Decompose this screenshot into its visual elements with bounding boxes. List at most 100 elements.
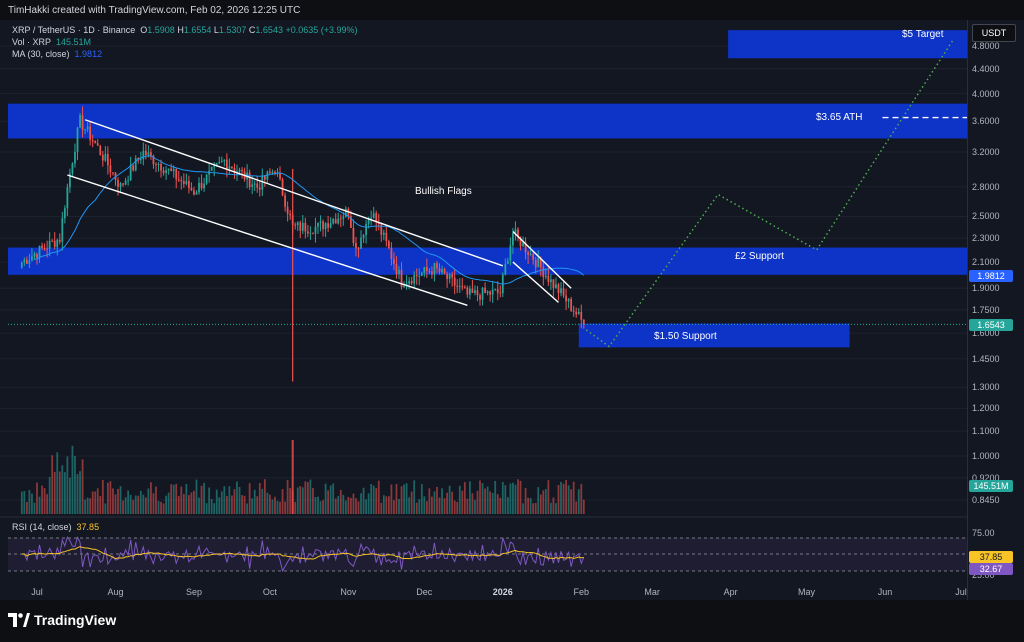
volume-bar <box>314 497 317 514</box>
candle-body <box>544 275 547 278</box>
candle-body <box>104 154 107 161</box>
high-value: 1.6554 <box>183 25 212 35</box>
volume-bar <box>413 480 416 514</box>
volume-bar <box>241 495 243 514</box>
candle-body <box>324 223 327 230</box>
candle-body <box>486 291 489 293</box>
volume-bar <box>208 487 211 514</box>
volume-bar <box>127 490 130 514</box>
candle-body <box>582 319 585 325</box>
candle-body <box>301 222 304 231</box>
volume-bar <box>167 492 170 514</box>
volume-bar <box>334 498 337 514</box>
candle-body <box>469 288 471 295</box>
volume-bar <box>474 499 476 514</box>
volume-bar <box>36 482 38 514</box>
volume-bar <box>139 490 142 514</box>
volume-bar <box>499 497 502 514</box>
candle-body <box>342 216 345 219</box>
volume-bar <box>236 481 238 514</box>
volume-bar <box>248 483 251 514</box>
rsi-label[interactable]: RSI (14, close) <box>12 522 72 532</box>
volume-bar <box>144 497 147 514</box>
volume-bar <box>233 489 236 514</box>
volume-bar <box>544 488 547 514</box>
candle-body <box>463 287 466 289</box>
currency-button[interactable]: USDT <box>972 24 1016 42</box>
candle-body <box>514 229 517 234</box>
rsi-tag: 32.67 <box>969 563 1013 575</box>
chart-credit: TimHakki created with TradingView.com, F… <box>8 5 301 16</box>
candle-body <box>56 239 59 247</box>
candle-body <box>61 218 64 242</box>
volume-bar <box>43 488 46 514</box>
volume-bar <box>405 483 408 514</box>
ma-price-tag: 1.9812 <box>969 270 1013 282</box>
volume-bar <box>506 497 509 514</box>
candle-body <box>580 311 583 320</box>
candle-body <box>433 263 436 275</box>
volume-bar <box>48 476 51 514</box>
candle-body <box>144 150 147 156</box>
volume-bar <box>436 486 438 514</box>
volume-bar <box>258 483 261 514</box>
volume-bar <box>443 498 446 514</box>
volume-bar <box>114 494 117 514</box>
volume-bar <box>177 496 180 514</box>
volume-bar <box>152 493 155 514</box>
volume-label[interactable]: Vol · XRP <box>12 37 52 47</box>
volume-bar <box>134 495 137 514</box>
candle-body <box>150 152 152 156</box>
volume-bar <box>542 490 545 514</box>
volume-bar <box>425 501 428 514</box>
candle-body <box>319 221 322 223</box>
volume-bar <box>225 496 228 514</box>
volume-bar <box>332 483 335 514</box>
volume-bar <box>420 484 423 514</box>
channel-lower-line <box>67 174 468 306</box>
candle-body <box>322 221 324 230</box>
volume-bar <box>69 477 71 514</box>
candle-body <box>76 127 79 152</box>
ath-annotation: $3.65 ATH <box>816 112 863 123</box>
candle-body <box>451 274 454 278</box>
target-annotation: $5 Target <box>902 29 944 40</box>
price-axis[interactable] <box>967 20 1024 600</box>
volume-bar <box>119 486 122 514</box>
volume-bar <box>395 483 398 514</box>
candle-body <box>390 248 393 259</box>
brand-name[interactable]: TradingView <box>34 612 117 628</box>
symbol-label[interactable]: XRP / TetherUS · 1D · Binance <box>12 25 136 35</box>
candle-body <box>306 231 309 234</box>
volume-bar <box>220 491 223 514</box>
volume-bar <box>79 471 81 514</box>
candle-body <box>188 180 190 188</box>
ma-label[interactable]: MA (30, close) <box>12 49 70 59</box>
volume-bar <box>441 488 443 514</box>
candle-body <box>517 229 519 237</box>
volume-bar <box>512 482 514 514</box>
volume-bar <box>296 487 299 514</box>
candle-body <box>360 237 362 249</box>
candle-body <box>375 213 378 223</box>
x-tick-label: Nov <box>340 587 357 597</box>
candle-body <box>112 172 114 174</box>
candle-body <box>198 182 200 193</box>
y-tick-label: 1.0000 <box>972 450 1000 461</box>
candle-body <box>393 258 395 264</box>
candle-body <box>567 298 570 302</box>
low-value: 1.5307 <box>218 25 247 35</box>
candle-body <box>527 252 529 256</box>
volume-bar <box>193 490 195 514</box>
candle-body <box>453 277 456 286</box>
volume-bar <box>160 501 162 514</box>
candle-body <box>167 168 170 171</box>
candle-body <box>241 169 243 172</box>
volume-bar <box>51 455 54 514</box>
volume-bar <box>339 489 342 514</box>
volume-bar <box>213 503 216 514</box>
x-tick-label: Jun <box>877 587 893 597</box>
candle-body <box>165 170 167 174</box>
volume-bar <box>362 487 365 514</box>
